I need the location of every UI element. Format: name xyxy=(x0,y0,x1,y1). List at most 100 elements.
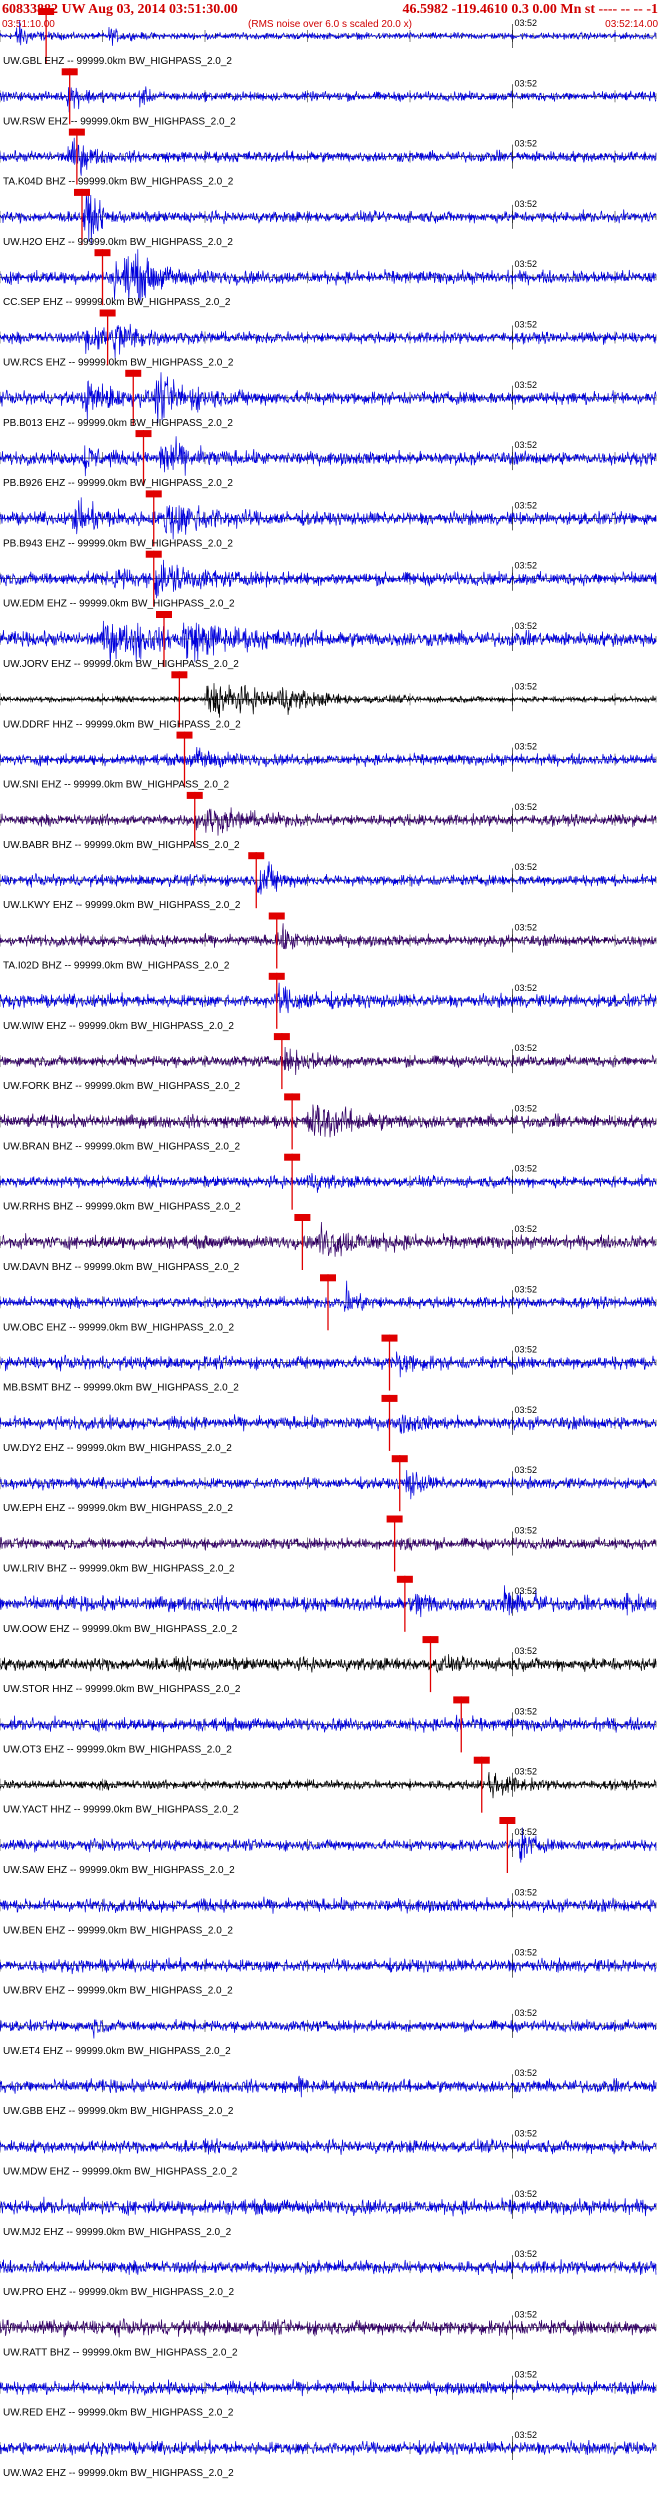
minute-tick-label: 03:52 xyxy=(515,2189,538,2199)
station-label: UW.DY2 EHZ -- 99999.0km BW_HIGHPASS_2.0_… xyxy=(3,1443,232,1454)
header-title-left: 60833882 UW Aug 03, 2014 03:51:30.00 xyxy=(2,2,238,17)
pick-flag xyxy=(381,1334,398,1342)
pick-flag xyxy=(499,1817,516,1824)
waveform xyxy=(0,746,657,769)
trace-0 xyxy=(0,8,657,64)
trace-36 xyxy=(0,2194,657,2219)
waveform xyxy=(0,249,657,303)
waveform xyxy=(0,1896,657,1914)
waveform xyxy=(0,323,657,359)
minute-tick-label: 03:52 xyxy=(515,380,538,390)
trace-32 xyxy=(0,1953,657,1978)
station-label: UW.GBL EHZ -- 99999.0km BW_HIGHPASS_2.0_… xyxy=(3,56,232,67)
waveform xyxy=(0,436,657,477)
minute-tick-label: 03:52 xyxy=(515,139,538,149)
waveform xyxy=(0,1771,657,1799)
waveform xyxy=(0,1351,656,1378)
trace-14 xyxy=(0,852,657,909)
trace-6 xyxy=(0,369,657,426)
waveform xyxy=(0,86,657,113)
header-start-time: 03:51:10.00 xyxy=(2,19,55,30)
minute-tick-label: 03:52 xyxy=(515,923,538,933)
minute-tick-label: 03:52 xyxy=(515,1586,538,1596)
waveform xyxy=(0,2318,657,2338)
minute-tick-label: 03:52 xyxy=(515,1043,538,1053)
waveform xyxy=(0,1221,657,1257)
pick-flag xyxy=(268,972,285,980)
pick-flag xyxy=(391,1455,408,1463)
trace-29 xyxy=(0,1756,657,1813)
minute-tick-label: 03:52 xyxy=(515,561,538,571)
trace-26 xyxy=(0,1575,657,1632)
waveform xyxy=(0,923,657,950)
waveform xyxy=(0,1104,657,1138)
trace-33 xyxy=(0,2013,657,2039)
minute-tick-label: 03:52 xyxy=(515,2249,538,2259)
pick-flag xyxy=(320,1274,336,1282)
station-label: TA.I02D BHZ -- 99999.0km BW_HIGHPASS_2.0… xyxy=(3,961,230,972)
waveform xyxy=(0,683,657,718)
minute-tick-label: 03:52 xyxy=(515,1284,538,1294)
minute-tick-label: 03:52 xyxy=(515,2430,538,2440)
waveform xyxy=(0,2138,657,2155)
trace-5 xyxy=(0,309,657,366)
station-label: UW.MDW EHZ -- 99999.0km BW_HIGHPASS_2.0_… xyxy=(3,2167,238,2178)
trace-8 xyxy=(0,490,657,547)
station-label: UW.DAVN BHZ -- 99999.0km BW_HIGHPASS_2.0… xyxy=(3,1262,240,1273)
trace-37 xyxy=(0,2255,657,2280)
station-label: UW.STOR HHZ -- 99999.0km BW_HIGHPASS_2.0… xyxy=(3,1684,241,1695)
station-label: UW.RSW EHZ -- 99999.0km BW_HIGHPASS_2.0_… xyxy=(3,116,236,127)
station-label: TA.K04D BHZ -- 99999.0km BW_HIGHPASS_2.0… xyxy=(3,177,234,188)
trace-24 xyxy=(0,1455,657,1512)
trace-27 xyxy=(0,1636,657,1693)
pick-flag xyxy=(125,369,142,377)
station-label: UW.BEN EHZ -- 99999.0km BW_HIGHPASS_2.0_… xyxy=(3,1925,233,1936)
waveform xyxy=(0,2379,657,2397)
pick-flag xyxy=(294,1214,311,1221)
pick-flag xyxy=(171,671,188,679)
pick-flag xyxy=(284,1093,301,1101)
minute-tick-label: 03:52 xyxy=(515,500,538,510)
minute-tick-label: 03:52 xyxy=(515,2068,538,2078)
minute-tick-label: 03:52 xyxy=(515,440,538,450)
header-noise-note: (RMS noise over 6.0 s scaled 20.0 x) xyxy=(248,19,412,30)
station-label: UW.EDM EHZ -- 99999.0km BW_HIGHPASS_2.0_… xyxy=(3,599,235,610)
minute-tick-label: 03:52 xyxy=(515,621,538,631)
pick-flag xyxy=(176,731,193,739)
station-label: UW.YACT HHZ -- 99999.0km BW_HIGHPASS_2.0… xyxy=(3,1805,239,1816)
minute-tick-label: 03:52 xyxy=(515,18,538,28)
station-label: UW.H2O EHZ -- 99999.0km BW_HIGHPASS_2.0_… xyxy=(3,237,233,248)
station-label: UW.WIW EHZ -- 99999.0km BW_HIGHPASS_2.0_… xyxy=(3,1021,234,1032)
station-label: UW.GBB EHZ -- 99999.0km BW_HIGHPASS_2.0_… xyxy=(3,2106,234,2117)
minute-tick-label: 03:52 xyxy=(515,983,538,993)
pick-flag xyxy=(273,1033,290,1041)
waveform xyxy=(0,1414,657,1434)
waveform xyxy=(0,1470,657,1500)
minute-tick-label: 03:52 xyxy=(515,199,538,209)
minute-tick-label: 03:52 xyxy=(515,1646,538,1656)
station-label: UW.RATT BHZ -- 99999.0km BW_HIGHPASS_2.0… xyxy=(3,2347,238,2358)
minute-tick-label: 03:52 xyxy=(515,1887,538,1897)
trace-35 xyxy=(0,2134,657,2159)
minute-tick-label: 03:52 xyxy=(515,1224,538,1234)
trace-15 xyxy=(0,912,657,969)
trace-39 xyxy=(0,2375,657,2400)
minute-tick-label: 03:52 xyxy=(515,1767,538,1777)
minute-tick-label: 03:52 xyxy=(515,742,538,752)
pick-flag xyxy=(145,490,162,498)
station-label: UW.RCS EHZ -- 99999.0km BW_HIGHPASS_2.0_… xyxy=(3,358,234,369)
minute-tick-label: 03:52 xyxy=(515,2309,538,2319)
station-label: UW.EPH EHZ -- 99999.0km BW_HIGHPASS_2.0_… xyxy=(3,1503,233,1514)
trace-38 xyxy=(0,2315,657,2340)
trace-9 xyxy=(0,550,657,607)
trace-7 xyxy=(0,430,657,487)
pick-flag xyxy=(473,1756,490,1764)
pick-flag xyxy=(453,1696,470,1704)
station-label: UW.BRAN BHZ -- 99999.0km BW_HIGHPASS_2.0… xyxy=(3,1141,241,1152)
pick-flag xyxy=(94,249,111,257)
waveform xyxy=(0,1957,657,1975)
station-label: UW.RED EHZ -- 99999.0km BW_HIGHPASS_2.0_… xyxy=(3,2408,234,2419)
waveform xyxy=(0,807,657,836)
waveform xyxy=(0,188,657,245)
